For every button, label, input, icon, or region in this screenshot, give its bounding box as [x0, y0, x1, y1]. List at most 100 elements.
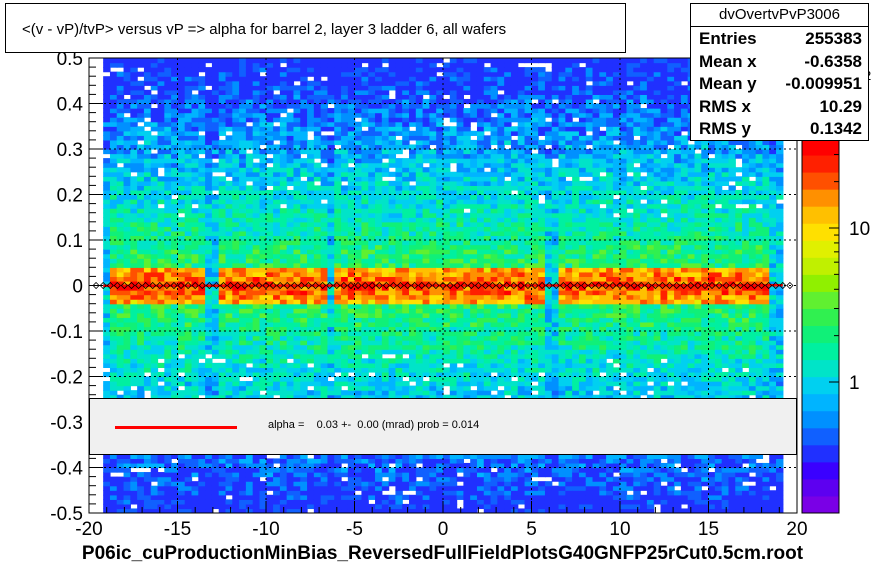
heatmap-cell [252, 376, 261, 382]
heatmap-cell [198, 162, 206, 168]
heatmap-cell [225, 117, 233, 123]
heatmap-cell [375, 85, 383, 91]
heatmap-cell [354, 258, 363, 264]
heatmap-cell [361, 139, 369, 146]
heatmap-cell [286, 94, 295, 100]
heatmap-cell [232, 194, 240, 200]
heatmap-cell [252, 458, 261, 464]
heatmap-cell [150, 376, 159, 382]
heatmap-cell [109, 176, 118, 182]
heatmap-cell [225, 472, 233, 478]
heatmap-cell [402, 226, 410, 232]
heatmap-cell [443, 258, 451, 264]
heatmap-cell [184, 367, 193, 373]
heatmap-cell [341, 262, 349, 268]
heatmap-cell [307, 485, 315, 491]
heatmap-cell [109, 203, 118, 209]
heatmap-cell [273, 367, 281, 373]
heatmap-cell [109, 144, 118, 150]
heatmap-cell [436, 262, 444, 268]
heatmap-cell [307, 390, 315, 396]
heatmap-cell [402, 171, 410, 177]
heatmap-cell [313, 194, 322, 200]
heatmap-cell [436, 299, 444, 305]
heatmap-cell [279, 303, 288, 309]
heatmap-cell [429, 76, 437, 82]
heatmap-cell [191, 212, 199, 218]
heatmap-cell [313, 481, 322, 487]
heatmap-cell [293, 267, 301, 273]
heatmap-cell [116, 312, 125, 318]
heatmap-cell [443, 158, 451, 164]
heatmap-cell [436, 312, 444, 318]
heatmap-cell [103, 490, 111, 496]
heatmap-cell [313, 121, 322, 127]
heatmap-cell [137, 340, 145, 346]
heatmap-cell [109, 499, 118, 505]
heatmap-cell [293, 167, 301, 173]
heatmap-cell [177, 262, 186, 268]
heatmap-cell [218, 149, 227, 155]
heatmap-cell [191, 303, 199, 309]
heatmap-cell [273, 299, 281, 305]
heatmap-cell [313, 76, 322, 82]
heatmap-cell [143, 317, 152, 323]
heatmap-cell [347, 171, 356, 177]
heatmap-cell [137, 303, 145, 309]
heatmap-cell [239, 89, 247, 95]
heatmap-cell [395, 290, 403, 296]
heatmap-cell [449, 376, 458, 382]
heatmap-cell [293, 381, 301, 387]
heatmap-cell [286, 89, 295, 95]
heatmap-cell [191, 258, 199, 264]
heatmap-cell [388, 135, 397, 141]
heatmap-cell [177, 326, 186, 332]
heatmap-cell [415, 221, 424, 227]
heatmap-cell [381, 458, 390, 464]
heatmap-cell [395, 180, 403, 186]
heatmap-cell [245, 353, 254, 359]
heatmap-cell [191, 85, 199, 91]
heatmap-cell [103, 503, 111, 510]
heatmap-cell [327, 344, 335, 350]
heatmap-cell [449, 321, 458, 328]
heatmap-cell [109, 271, 118, 277]
heatmap-cell [266, 331, 274, 337]
heatmap-cell [409, 499, 417, 505]
heatmap-cell [252, 271, 261, 277]
heatmap-cell [409, 71, 417, 77]
heatmap-cell [327, 321, 335, 328]
heatmap-cell [143, 153, 152, 159]
heatmap-cell [395, 139, 403, 146]
heatmap-cell [109, 453, 118, 459]
heatmap-cell [218, 208, 227, 214]
heatmap-cell [273, 167, 281, 173]
heatmap-cell [300, 221, 308, 227]
heatmap-cell [266, 171, 274, 177]
heatmap-cell [232, 240, 240, 246]
heatmap-cell [225, 490, 233, 496]
heatmap-cell [164, 349, 172, 355]
heatmap-cell [334, 285, 342, 291]
heatmap-cell [449, 285, 458, 291]
heatmap-cell [320, 508, 329, 513]
heatmap-cell [429, 267, 437, 273]
heatmap-cell [415, 94, 424, 100]
heatmap-cell [143, 367, 152, 373]
heatmap-cell [171, 80, 179, 86]
heatmap-cell [320, 299, 329, 305]
heatmap-cell [123, 199, 131, 205]
heatmap-cell [232, 344, 240, 350]
heatmap-cell [381, 481, 390, 487]
heatmap-cell [361, 294, 369, 300]
heatmap-cell [273, 481, 281, 487]
heatmap-cell [334, 344, 342, 350]
heatmap-cell [191, 135, 199, 141]
heatmap-cell [198, 499, 206, 505]
heatmap-cell [211, 112, 220, 118]
heatmap-cell [164, 285, 172, 291]
heatmap-cell [116, 271, 125, 277]
heatmap-cell [286, 217, 295, 223]
heatmap-cell [252, 362, 261, 368]
heatmap-cell [232, 280, 240, 287]
